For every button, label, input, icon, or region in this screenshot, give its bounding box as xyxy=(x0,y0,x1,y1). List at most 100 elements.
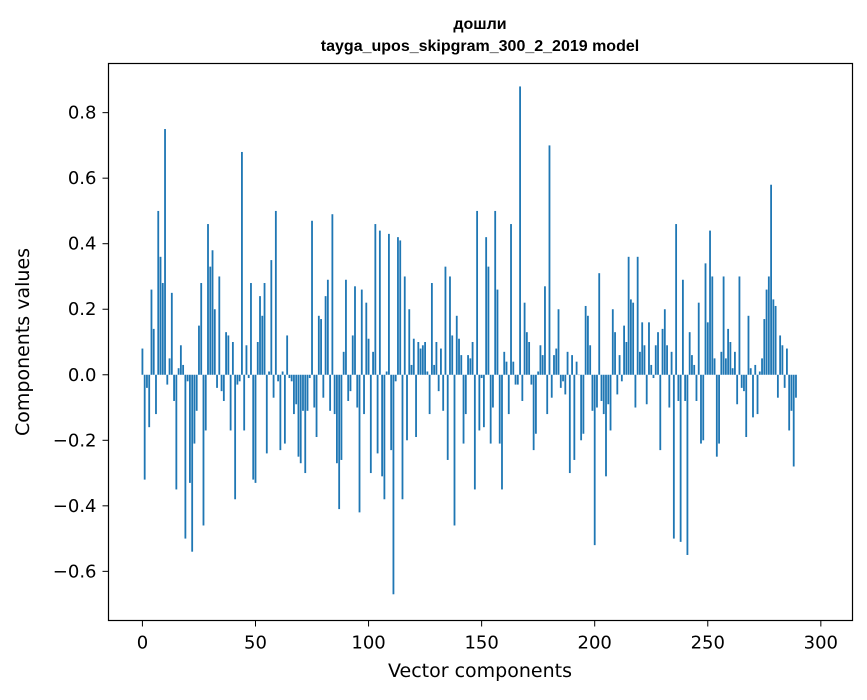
bar-209 xyxy=(614,332,616,375)
bar-140 xyxy=(458,339,460,375)
bar-26 xyxy=(200,283,202,375)
bar-237 xyxy=(677,375,679,401)
bar-54 xyxy=(264,283,266,375)
y-tick-label: −0.6 xyxy=(53,561,97,582)
bar-21 xyxy=(189,375,191,483)
bar-123 xyxy=(420,349,422,375)
bar-55 xyxy=(266,375,268,454)
bar-227 xyxy=(655,345,657,374)
bar-48 xyxy=(250,283,252,375)
bar-172 xyxy=(530,375,532,385)
bar-69 xyxy=(298,375,300,457)
bar-242 xyxy=(689,332,691,375)
bar-211 xyxy=(619,355,621,375)
bar-17 xyxy=(180,345,182,374)
bar-35 xyxy=(221,375,223,391)
bar-194 xyxy=(580,375,582,441)
bar-103 xyxy=(374,224,376,375)
bar-179 xyxy=(546,375,548,414)
bar-274 xyxy=(761,358,763,374)
bar-215 xyxy=(628,257,630,375)
bar-244 xyxy=(693,365,695,375)
bar-20 xyxy=(187,375,189,382)
bar-61 xyxy=(279,375,281,450)
bar-225 xyxy=(650,365,652,375)
bar-278 xyxy=(770,185,772,375)
bar-190 xyxy=(571,355,573,375)
bar-269 xyxy=(750,368,752,375)
bar-238 xyxy=(680,375,682,542)
bar-37 xyxy=(225,332,227,375)
bar-71 xyxy=(302,375,304,411)
bar-261 xyxy=(732,368,734,375)
bar-67 xyxy=(293,375,295,414)
bar-107 xyxy=(383,375,385,500)
bar-105 xyxy=(379,231,381,375)
bar-16 xyxy=(178,368,180,375)
bar-56 xyxy=(268,371,270,374)
bar-277 xyxy=(768,276,770,374)
bar-186 xyxy=(562,375,564,382)
bar-27 xyxy=(203,375,205,526)
bar-283 xyxy=(781,345,783,374)
bar-241 xyxy=(687,375,689,555)
bar-219 xyxy=(637,257,639,375)
bar-115 xyxy=(402,375,404,500)
bar-99 xyxy=(365,303,367,375)
bar-76 xyxy=(313,375,315,408)
y-axis-ticks: −0.6−0.4−0.20.00.20.40.60.8 xyxy=(53,103,109,583)
x-tick-label: 100 xyxy=(351,633,385,654)
bar-171 xyxy=(528,342,530,375)
bar-284 xyxy=(784,375,786,388)
bar-43 xyxy=(239,375,241,382)
bar-91 xyxy=(347,375,349,401)
bar-180 xyxy=(549,145,551,374)
bar-29 xyxy=(207,224,209,375)
bar-197 xyxy=(587,316,589,375)
bar-253 xyxy=(714,358,716,374)
bar-79 xyxy=(320,319,322,375)
bar-233 xyxy=(668,375,670,408)
bar-152 xyxy=(485,237,487,375)
bar-65 xyxy=(289,375,291,378)
bar-157 xyxy=(497,290,499,375)
bar-136 xyxy=(449,276,451,374)
bar-259 xyxy=(727,329,729,375)
bar-146 xyxy=(472,342,474,375)
bar-178 xyxy=(544,286,546,374)
bar-50 xyxy=(255,375,257,483)
bar-239 xyxy=(682,280,684,375)
bar-276 xyxy=(766,290,768,375)
bar-200 xyxy=(594,375,596,545)
bar-41 xyxy=(234,375,236,500)
bar-188 xyxy=(567,352,569,375)
bar-75 xyxy=(311,221,313,375)
bar-162 xyxy=(508,375,510,414)
bar-245 xyxy=(696,375,698,401)
bar-6 xyxy=(155,375,157,414)
bar-250 xyxy=(707,322,709,374)
bar-195 xyxy=(582,375,584,434)
bar-216 xyxy=(630,299,632,374)
bar-101 xyxy=(370,375,372,473)
bar-243 xyxy=(691,355,693,375)
bar-177 xyxy=(542,355,544,375)
bar-228 xyxy=(657,332,659,375)
bar-60 xyxy=(277,375,279,382)
bar-77 xyxy=(316,375,318,437)
bar-275 xyxy=(763,319,765,375)
bar-203 xyxy=(601,375,603,401)
bar-1 xyxy=(144,375,146,480)
bar-127 xyxy=(429,375,431,414)
bar-126 xyxy=(426,371,428,374)
bar-10 xyxy=(164,129,166,375)
bar-128 xyxy=(431,283,433,375)
bar-86 xyxy=(336,375,338,463)
bar-42 xyxy=(237,375,239,385)
bar-133 xyxy=(442,375,444,411)
bar-113 xyxy=(397,237,399,375)
bar-46 xyxy=(246,345,248,374)
bar-156 xyxy=(494,211,496,375)
bar-82 xyxy=(327,280,329,375)
